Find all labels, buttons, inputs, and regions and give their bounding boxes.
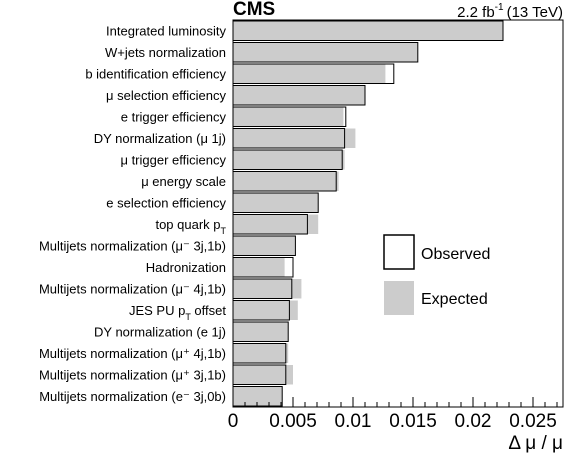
expected-bar: [233, 300, 298, 320]
luminosity-label: 2.2 fb-1 (13 TeV): [457, 2, 563, 21]
expected-bar: [233, 236, 296, 256]
expected-bar: [233, 214, 319, 234]
expected-bar: [233, 21, 503, 41]
category-label: Multijets normalization (μ⁺ 3j,1b): [39, 367, 226, 382]
x-tick-label: 0.015: [389, 411, 437, 432]
x-tick-label: 0.025: [509, 411, 557, 432]
legend-expected-label: Expected: [421, 291, 488, 308]
plot-frame: [232, 19, 564, 408]
category-label: DY normalization (μ 1j): [94, 131, 226, 146]
x-tick-label: 0: [228, 411, 239, 432]
expected-bar: [233, 150, 345, 170]
luminosity-value: 2.2 fb: [457, 4, 495, 21]
expected-bar: [233, 386, 283, 406]
expected-bar: [233, 193, 319, 213]
expected-bar: [233, 171, 339, 191]
category-label: Integrated luminosity: [106, 23, 226, 38]
experiment-label: CMS: [233, 0, 275, 20]
x-tick-labels: 0 0.005 0.01 0.015 0.02 0.025: [228, 411, 557, 432]
category-label: e selection efficiency: [106, 195, 226, 210]
legend: Observed Expected: [383, 234, 490, 315]
expected-bar: [233, 279, 302, 299]
category-label: μ selection efficiency: [106, 88, 226, 103]
luminosity-exponent: -1: [495, 2, 504, 13]
x-tick-label: 0.02: [455, 411, 492, 432]
expected-bar: [233, 85, 365, 105]
category-labels: Integrated luminosity W+jets normalizatio…: [39, 23, 227, 404]
expected-bar: [233, 343, 289, 363]
category-label: Multijets normalization (μ⁻ 4j,1b): [39, 281, 226, 296]
category-label: Multijets normalization (μ⁻ 3j,1b): [39, 238, 226, 253]
expected-bar: [233, 64, 386, 84]
category-label: b identification efficiency: [85, 66, 226, 81]
category-label: μ trigger efficiency: [120, 152, 226, 167]
expected-bars: [233, 21, 503, 406]
energy-value: (13 TeV): [507, 4, 563, 21]
x-tick-label: 0.01: [335, 411, 372, 432]
expected-bar: [233, 322, 289, 342]
category-label: μ energy scale: [141, 174, 226, 189]
category-label: top quark pT: [155, 217, 226, 236]
expected-bar: [233, 107, 344, 127]
category-label: DY normalization (e 1j): [94, 324, 226, 339]
expected-bar: [233, 42, 418, 62]
legend-expected-swatch: [384, 281, 414, 315]
category-label: Multijets normalization (μ⁺ 4j,1b): [39, 346, 226, 361]
category-label: W+jets normalization: [105, 45, 226, 60]
category-label: Multijets normalization (e⁻ 3j,0b): [39, 389, 226, 404]
category-label: Hadronization: [146, 260, 226, 275]
x-axis-ticks: [232, 397, 558, 407]
expected-bar: [233, 128, 356, 148]
x-tick-label: 0.005: [269, 411, 317, 432]
category-label: e trigger efficiency: [121, 109, 227, 124]
x-axis-title: Δ μ / μ: [508, 433, 563, 454]
category-label: JES PU pT offset: [129, 303, 226, 322]
legend-observed-swatch: [383, 234, 415, 270]
expected-bar: [233, 257, 285, 277]
expected-bar: [233, 365, 293, 385]
legend-observed-label: Observed: [421, 246, 490, 263]
